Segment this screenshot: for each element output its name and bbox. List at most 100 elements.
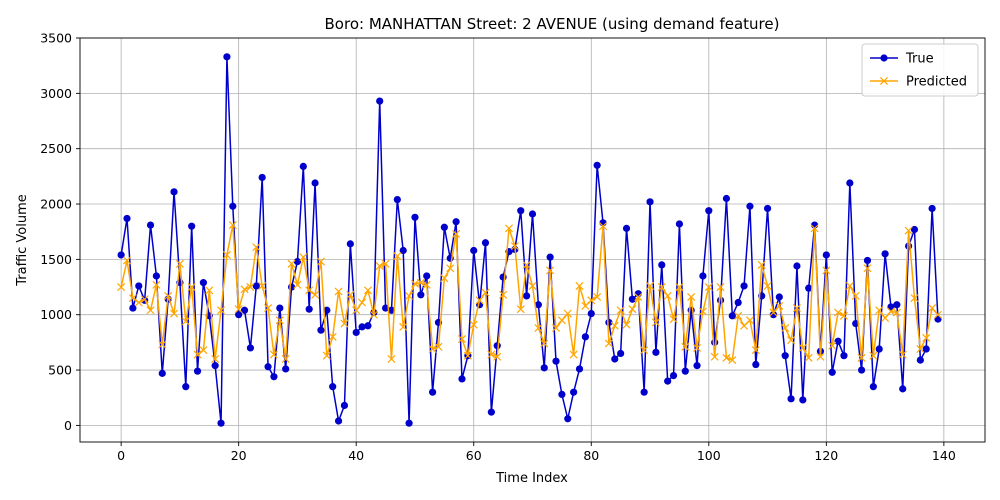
x-axis-label: Time Index [495, 471, 568, 486]
predicted-data-point [252, 243, 261, 252]
predicted-data-point [363, 286, 372, 295]
true-data-point [622, 224, 631, 232]
predicted-data-point [434, 342, 443, 351]
true-data-point [329, 383, 337, 391]
true-data-point [352, 328, 360, 337]
predicted-data-point [358, 298, 367, 307]
predicted-data-point [593, 292, 602, 302]
predicted-data-point [757, 260, 766, 269]
true-data-point [199, 279, 208, 287]
predicted-data-point [851, 291, 860, 300]
predicted-data-point [698, 307, 707, 316]
predicted-data-point [781, 323, 790, 333]
true-data-point [628, 295, 637, 303]
y-axis-label: Traffic Volume [15, 194, 30, 287]
predicted-data-point [510, 242, 519, 251]
predicted-data-point [704, 283, 713, 292]
y-tick-label: 500 [48, 363, 72, 378]
predicted-data-point [440, 274, 449, 283]
predicted-data-point [275, 316, 284, 325]
predicted-data-point [499, 290, 508, 299]
true-data-point [334, 417, 343, 425]
true-data-point [881, 250, 889, 258]
predicted-data-point [622, 320, 631, 329]
chart-title: Boro: MANHATTAN Street: 2 AVENUE (using … [325, 15, 780, 33]
x-tick-label: 140 [932, 448, 956, 463]
predicted-data-point [405, 291, 414, 300]
predicted-data-point [205, 286, 214, 295]
true-data-point [705, 207, 713, 215]
predicted-data-point [322, 351, 331, 360]
predicted-data-point [681, 342, 690, 351]
predicted-series-line [120, 224, 939, 361]
true-series-line [120, 56, 939, 424]
predicted-data-point [369, 310, 378, 319]
true-data-point [552, 357, 560, 365]
predicted-data-point [487, 350, 496, 359]
predicted-data-point [734, 311, 743, 320]
predicted-data-point [922, 333, 931, 342]
predicted-data-point [416, 278, 425, 287]
true-data-point [523, 292, 531, 300]
predicted-data-point [428, 345, 437, 354]
true-data-point [282, 365, 290, 373]
true-data-point [587, 310, 595, 318]
predicted-data-point [651, 318, 660, 327]
predicted-data-point [722, 353, 731, 362]
legend: True Predicted [861, 43, 979, 97]
true-data-point [470, 246, 478, 255]
plot-frame [79, 37, 986, 443]
true-data-point [358, 323, 366, 331]
y-tick-label: 3500 [40, 31, 72, 46]
predicted-data-point [904, 226, 913, 235]
true-data-point [417, 291, 425, 299]
true-data-point [170, 188, 178, 196]
true-data-point [340, 401, 349, 410]
predicted-data-point [845, 281, 854, 290]
true-data-point [540, 364, 548, 372]
true-data-point [922, 345, 930, 353]
predicted-data-point [875, 306, 884, 315]
true-data-point [258, 173, 266, 182]
predicted-data-point [646, 281, 655, 290]
predicted-data-point [122, 256, 132, 265]
predicted-data-point [399, 322, 408, 331]
predicted-data-point [164, 291, 173, 300]
true-data-point [775, 293, 783, 301]
predicted-data-point [457, 335, 467, 344]
predicted-data-point [152, 280, 161, 289]
predicted-data-point [287, 259, 296, 268]
predicted-data-point [604, 339, 613, 348]
predicted-data-point [146, 306, 155, 315]
true-data-point [893, 301, 901, 309]
true-data-point [440, 223, 448, 231]
true-data-point [364, 322, 372, 330]
true-data-point [857, 366, 866, 374]
true-data-point [252, 282, 260, 290]
predicted-data-point [299, 253, 308, 262]
predicted-data-point [452, 229, 461, 238]
y-tick-label: 1000 [40, 307, 72, 322]
predicted-data-point [528, 281, 537, 290]
true-data-point [276, 304, 284, 312]
true-data-point [740, 282, 748, 290]
predicted-data-point [575, 281, 584, 290]
predicted-data-point [175, 259, 184, 268]
predicted-data-point [211, 354, 220, 364]
predicted-data-point [663, 291, 672, 300]
true-data-point [869, 383, 877, 391]
predicted-data-point [892, 308, 901, 317]
legend-true-label: True [905, 52, 934, 67]
predicted-data-point [675, 283, 684, 292]
predicted-data-point [710, 352, 719, 361]
predicted-data-point [475, 296, 484, 305]
predicted-data-point [170, 309, 179, 318]
y-tick-label: 2500 [40, 141, 72, 156]
true-data-point [846, 179, 854, 187]
true-data-point [452, 218, 460, 226]
true-data-point [799, 396, 807, 404]
predicted-data-point [469, 320, 478, 329]
predicted-data-point [728, 356, 737, 365]
true-data-point [781, 352, 789, 360]
true-data-point [211, 362, 219, 370]
